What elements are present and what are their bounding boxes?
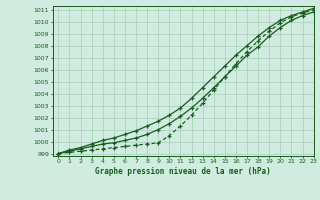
X-axis label: Graphe pression niveau de la mer (hPa): Graphe pression niveau de la mer (hPa)	[95, 167, 271, 176]
